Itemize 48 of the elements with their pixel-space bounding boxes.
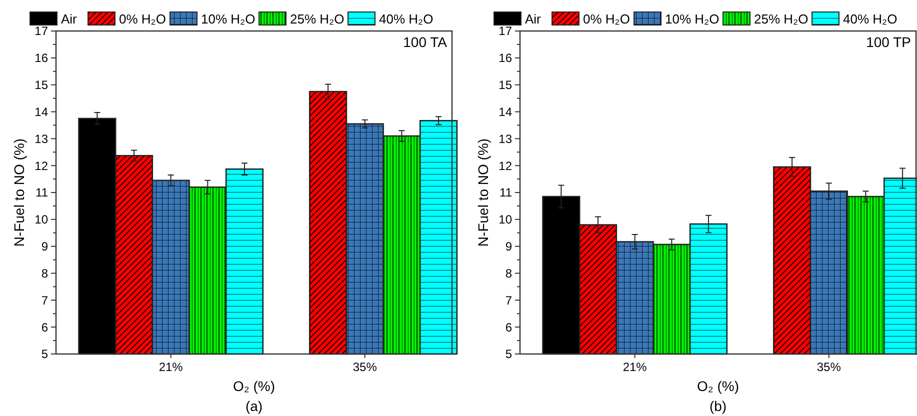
y-tick-label: 9 <box>505 240 512 254</box>
x-tick-label: 21% <box>158 360 184 374</box>
y-tick-label: 11 <box>500 186 512 200</box>
y-tick-label: 11 <box>36 186 48 200</box>
y-tick-label: 16 <box>34 51 48 66</box>
y-tick-label: 10 <box>498 212 512 227</box>
legend-label: 40% H₂O <box>379 12 434 27</box>
y-tick-label: 6 <box>505 320 512 334</box>
y-tick-label: 17 <box>34 24 48 38</box>
x-tick-label: 35% <box>816 360 842 374</box>
y-tick-label: 12 <box>498 158 512 173</box>
y-tick-label: 14 <box>34 104 48 119</box>
legend-label: 0% H₂O <box>583 12 630 27</box>
y-tick-label: 5 <box>505 347 512 362</box>
y-tick-label: 7 <box>41 293 48 308</box>
text: (a) <box>245 398 263 414</box>
y-tick-label: 10 <box>34 212 48 227</box>
y-tick-label: 15 <box>498 78 512 92</box>
legend-label: 25% H₂O <box>290 12 344 27</box>
legend-label: 40% H₂O <box>843 12 898 27</box>
y-tick-label: 9 <box>41 240 48 254</box>
y-tick-label: 7 <box>505 293 512 308</box>
legend-label: 10% H₂O <box>665 12 720 27</box>
y-tick-label: 17 <box>498 24 512 38</box>
y-tick-label: 12 <box>34 158 48 173</box>
y-tick-label: 13 <box>34 132 48 146</box>
legend-label: 25% H₂O <box>754 12 808 27</box>
x-tick-label: 35% <box>352 360 378 374</box>
y-tick-label: 6 <box>41 320 48 334</box>
y-tick-label: 5 <box>41 347 48 362</box>
y-tick-label: 8 <box>41 266 48 280</box>
annotation: 100 TP <box>866 34 911 50</box>
y-tick-label: 15 <box>34 78 48 92</box>
y-tick-label: 14 <box>498 104 512 119</box>
y-axis-title: N-Fuel to NO (%) <box>11 138 27 247</box>
legend-label: Air <box>525 12 542 27</box>
y-tick-label: 13 <box>498 132 512 146</box>
legend-label: 0% H₂O <box>119 12 166 27</box>
x-tick-label: 21% <box>622 360 648 374</box>
annotation: 100 TA <box>403 34 448 50</box>
x-axis-title: O₂ (%) <box>233 378 275 394</box>
x-axis-title: O₂ (%) <box>697 378 739 394</box>
legend-label: Air <box>61 12 78 27</box>
y-tick-label: 8 <box>505 266 512 280</box>
y-axis-title: N-Fuel to NO (%) <box>475 138 491 247</box>
legend-label: 10% H₂O <box>201 12 256 27</box>
text: (b) <box>709 398 727 414</box>
y-tick-label: 16 <box>498 51 512 66</box>
